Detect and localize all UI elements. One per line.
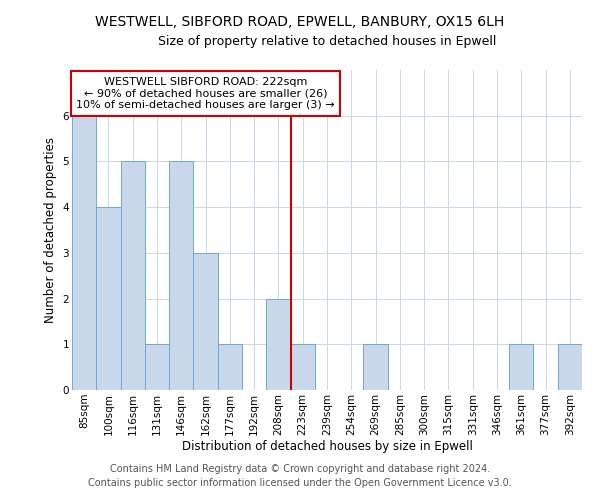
X-axis label: Distribution of detached houses by size in Epwell: Distribution of detached houses by size … xyxy=(182,440,472,454)
Bar xyxy=(558,344,582,390)
Bar xyxy=(218,344,242,390)
Title: Size of property relative to detached houses in Epwell: Size of property relative to detached ho… xyxy=(158,35,496,48)
Bar xyxy=(290,344,315,390)
Bar xyxy=(96,207,121,390)
Bar xyxy=(266,298,290,390)
Bar xyxy=(121,162,145,390)
Bar xyxy=(193,253,218,390)
Bar xyxy=(169,162,193,390)
Bar xyxy=(72,116,96,390)
Text: Contains HM Land Registry data © Crown copyright and database right 2024.
Contai: Contains HM Land Registry data © Crown c… xyxy=(88,464,512,487)
Bar xyxy=(509,344,533,390)
Bar xyxy=(364,344,388,390)
Text: WESTWELL, SIBFORD ROAD, EPWELL, BANBURY, OX15 6LH: WESTWELL, SIBFORD ROAD, EPWELL, BANBURY,… xyxy=(95,15,505,29)
Y-axis label: Number of detached properties: Number of detached properties xyxy=(44,137,57,323)
Text: WESTWELL SIBFORD ROAD: 222sqm
← 90% of detached houses are smaller (26)
10% of s: WESTWELL SIBFORD ROAD: 222sqm ← 90% of d… xyxy=(76,77,335,110)
Bar xyxy=(145,344,169,390)
